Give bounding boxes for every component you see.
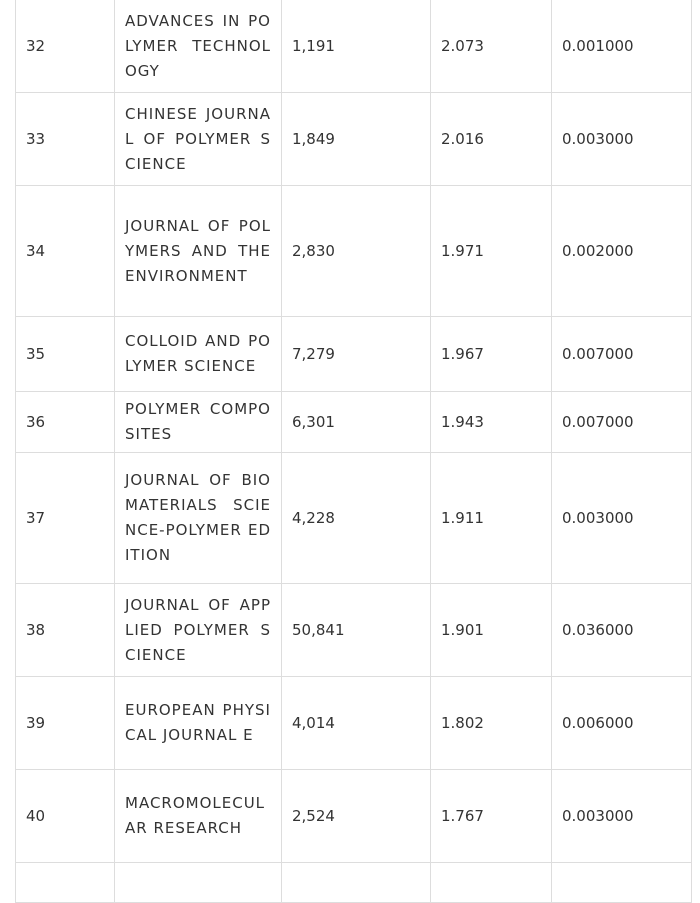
table-row: 40 MACROMOLECULAR RESEARCH 2,524 1.767 0.003… — [15, 769, 692, 863]
rank-cell: 32 — [15, 0, 115, 93]
impact-factor-cell: 1.943 — [430, 391, 552, 453]
rank-cell: 35 — [15, 316, 115, 392]
journal-table: 32 ADVANCES IN POLYMER TECHNOLOGY 1,191 2.0… — [15, 0, 692, 903]
impact-factor-cell: 1.967 — [430, 316, 552, 392]
table-row: 35 COLLOID AND POLYMER SCIENCE 7,279 1.967 0… — [15, 316, 692, 392]
empty-cell — [430, 862, 552, 903]
journal-name-cell: JOURNAL OF POLYMERS AND THE ENVIRONMENT — [114, 185, 282, 317]
empty-cell — [281, 862, 431, 903]
impact-factor-cell: 1.802 — [430, 676, 552, 770]
rank-cell: 37 — [15, 452, 115, 584]
citations-cell: 4,228 — [281, 452, 431, 584]
page: 32 ADVANCES IN POLYMER TECHNOLOGY 1,191 2.0… — [15, 0, 692, 903]
empty-cell — [15, 862, 115, 903]
table-row: 33 CHINESE JOURNAL OF POLYMER SCIENCE 1,84… — [15, 92, 692, 186]
eigenfactor-cell: 0.007000 — [551, 391, 692, 453]
eigenfactor-cell: 0.003000 — [551, 769, 692, 863]
impact-factor-cell: 1.767 — [430, 769, 552, 863]
table-row: 34 JOURNAL OF POLYMERS AND THE ENVIRONMEN… — [15, 185, 692, 317]
rank-cell: 34 — [15, 185, 115, 317]
citations-cell: 2,830 — [281, 185, 431, 317]
citations-cell: 6,301 — [281, 391, 431, 453]
impact-factor-cell: 2.016 — [430, 92, 552, 186]
eigenfactor-cell: 0.006000 — [551, 676, 692, 770]
journal-name-cell: JOURNAL OF BIOMATERIALS SCIENCE-POLYMER … — [114, 452, 282, 584]
rank-cell: 36 — [15, 391, 115, 453]
empty-cell — [551, 862, 692, 903]
table-row: 36 POLYMER COMPOSITES 6,301 1.943 0.007000 — [15, 391, 692, 453]
citations-cell: 7,279 — [281, 316, 431, 392]
impact-factor-cell: 2.073 — [430, 0, 552, 93]
table-row: 32 ADVANCES IN POLYMER TECHNOLOGY 1,191 2.0… — [15, 0, 692, 93]
eigenfactor-cell: 0.036000 — [551, 583, 692, 677]
journal-name-cell: ADVANCES IN POLYMER TECHNOLOGY — [114, 0, 282, 93]
eigenfactor-cell: 0.001000 — [551, 0, 692, 93]
eigenfactor-cell: 0.003000 — [551, 92, 692, 186]
citations-cell: 1,849 — [281, 92, 431, 186]
eigenfactor-cell: 0.002000 — [551, 185, 692, 317]
journal-name-cell: MACROMOLECULAR RESEARCH — [114, 769, 282, 863]
impact-factor-cell: 1.911 — [430, 452, 552, 584]
journal-name-cell: EUROPEAN PHYSICAL JOURNAL E — [114, 676, 282, 770]
journal-name-cell: COLLOID AND POLYMER SCIENCE — [114, 316, 282, 392]
eigenfactor-cell: 0.007000 — [551, 316, 692, 392]
partial-row — [15, 862, 692, 903]
table-row: 38 JOURNAL OF APPLIED POLYMER SCIENCE 50,8… — [15, 583, 692, 677]
journal-name-cell: JOURNAL OF APPLIED POLYMER SCIENCE — [114, 583, 282, 677]
rank-cell: 33 — [15, 92, 115, 186]
journal-name-cell: CHINESE JOURNAL OF POLYMER SCIENCE — [114, 92, 282, 186]
journal-name-cell: POLYMER COMPOSITES — [114, 391, 282, 453]
rank-cell: 39 — [15, 676, 115, 770]
table-row: 39 EUROPEAN PHYSICAL JOURNAL E 4,014 1.802 0… — [15, 676, 692, 770]
impact-factor-cell: 1.901 — [430, 583, 552, 677]
rank-cell: 40 — [15, 769, 115, 863]
citations-cell: 4,014 — [281, 676, 431, 770]
eigenfactor-cell: 0.003000 — [551, 452, 692, 584]
rank-cell: 38 — [15, 583, 115, 677]
table-container: 32 ADVANCES IN POLYMER TECHNOLOGY 1,191 2.0… — [15, 0, 692, 903]
empty-cell — [114, 862, 282, 903]
citations-cell: 2,524 — [281, 769, 431, 863]
impact-factor-cell: 1.971 — [430, 185, 552, 317]
citations-cell: 50,841 — [281, 583, 431, 677]
citations-cell: 1,191 — [281, 0, 431, 93]
table-row: 37 JOURNAL OF BIOMATERIALS SCIENCE-POLYME… — [15, 452, 692, 584]
table-body: 32 ADVANCES IN POLYMER TECHNOLOGY 1,191 2.0… — [15, 0, 692, 903]
